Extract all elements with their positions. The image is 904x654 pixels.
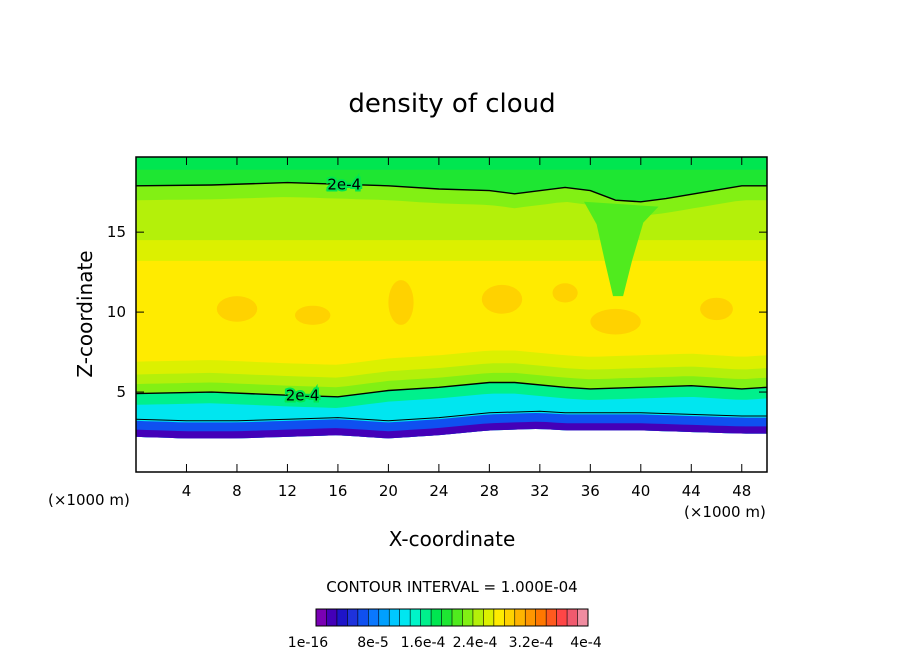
colorbar: [315, 608, 589, 627]
orange-cell-0: [216, 296, 258, 322]
x-tick-label: 4: [182, 482, 192, 500]
colorbar-swatch: [535, 609, 547, 626]
contour-lines: 2e-4 2e-4: [136, 173, 767, 422]
chart-title: density of cloud: [348, 89, 555, 119]
x-tick-label: 28: [480, 482, 499, 500]
y-tick-label: 10: [107, 303, 126, 321]
contour-base: [136, 410, 767, 422]
colorbar-swatch: [462, 609, 474, 626]
colorbar-label: 3.2e-4: [509, 635, 554, 651]
x-tick-label: 44: [682, 482, 701, 500]
orange-cell-1: [295, 305, 331, 325]
colorbar-swatch: [577, 609, 589, 626]
colorbar-swatch: [357, 609, 369, 626]
colorbar-swatch: [347, 609, 359, 626]
colorbar-swatch: [504, 609, 516, 626]
colorbar-swatch: [452, 609, 463, 626]
plot-frame: [135, 156, 768, 473]
x-tick-label: 32: [530, 482, 549, 500]
colorbar-swatch: [336, 609, 348, 626]
colorbar-swatch: [378, 609, 390, 626]
x-tick-label: 16: [328, 482, 347, 500]
orange-cell-3: [481, 284, 523, 314]
y-axis-ticks: 5 10 15: [107, 223, 767, 401]
x-tick-label: 24: [429, 482, 448, 500]
colorbar-swatch: [399, 609, 411, 626]
colorbar-labels: 1e-16 8e-5 1.6e-4 2.4e-4 3.2e-4 4e-4: [288, 635, 602, 651]
contour-label-0: 2e-4: [327, 175, 361, 193]
orange-cell-2: [388, 280, 414, 325]
colorbar-label: 8e-5: [357, 635, 388, 651]
colorbar-frame: [315, 608, 589, 627]
colorbar-swatch: [567, 609, 578, 626]
x-tick-label: 48: [732, 482, 751, 500]
colorbar-swatch: [472, 609, 484, 626]
x-tick-label: 36: [581, 482, 600, 500]
colorbar-swatch: [326, 609, 338, 626]
x-axis-ticks: 4 8 12 16 20 24 28 32 36 40 44 48: [182, 157, 751, 500]
colorbar-swatch: [410, 609, 421, 626]
orange-cell-6: [552, 283, 578, 303]
colorbar-swatch: [431, 609, 442, 626]
orange-cell-4: [590, 308, 641, 335]
x-tick-label: 40: [631, 482, 650, 500]
x-unit-label-left: (×1000 m): [48, 491, 130, 509]
colorbar-label: 1e-16: [288, 635, 328, 651]
colorbar-swatch: [483, 609, 495, 626]
x-tick-label: 20: [379, 482, 398, 500]
colorbar-swatch: [420, 609, 432, 626]
x-unit-label-right: (×1000 m): [684, 503, 766, 521]
y-tick-label: 5: [116, 383, 126, 401]
dip-feature: [584, 201, 659, 297]
colorbar-swatch: [546, 609, 557, 626]
contour-interval-text: CONTOUR INTERVAL = 1.000E-04: [326, 578, 577, 596]
contour-2e-4-upper: [136, 181, 767, 203]
contour-label-1: 2e-4: [286, 387, 320, 405]
colorbar-swatch: [368, 609, 380, 626]
y-tick-label: 15: [107, 223, 126, 241]
y-axis-label: Z-coordinate: [73, 250, 97, 377]
colorbar-swatch: [514, 609, 526, 626]
colorbar-label: 4e-4: [570, 635, 602, 651]
colorbar-swatch: [556, 609, 568, 626]
colorbar-swatch: [389, 609, 400, 626]
x-axis-label: X-coordinate: [389, 527, 516, 551]
band-top-green-2: [136, 169, 767, 202]
orange-cell-5: [700, 297, 733, 321]
x-tick-label: 12: [278, 482, 297, 500]
colorbar-swatch: [441, 609, 453, 626]
x-tick-label: 8: [232, 482, 242, 500]
band-core-yellow: [136, 260, 767, 365]
colorbar-label: 2.4e-4: [453, 635, 498, 651]
colorbar-swatch: [493, 609, 505, 626]
plot-area: [136, 157, 767, 439]
colorbar-label: 1.6e-4: [401, 635, 446, 651]
band-base-violet: [136, 421, 767, 439]
contour-2e-4-lower: [136, 381, 767, 398]
colorbar-swatch: [316, 609, 327, 626]
colorbar-swatch: [525, 609, 536, 626]
